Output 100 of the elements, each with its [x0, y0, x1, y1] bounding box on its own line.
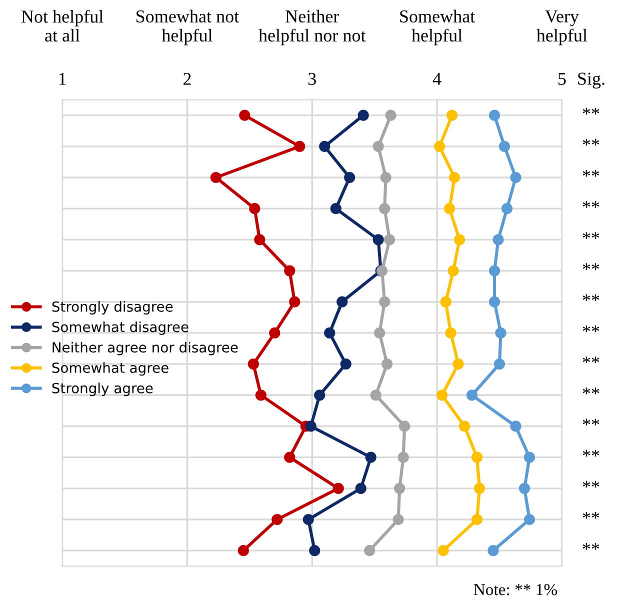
point: [498, 140, 510, 152]
point: [314, 390, 326, 401]
x-tick-label: 3: [308, 72, 316, 85]
point: [309, 545, 320, 556]
point: [494, 358, 506, 370]
point: [372, 140, 384, 152]
point: [332, 482, 344, 494]
point: [524, 452, 536, 463]
point: [524, 514, 536, 526]
text: **: [582, 450, 600, 456]
point: [272, 514, 283, 526]
point: [365, 452, 376, 463]
x-tick-label: 2: [183, 72, 191, 85]
text: **: [582, 138, 600, 146]
text: Note: ** 1%: [474, 584, 558, 596]
point: [340, 358, 352, 370]
point: [294, 140, 306, 152]
legend-label: Somewhat disagree: [52, 321, 188, 335]
point: [380, 172, 392, 184]
point: [466, 390, 478, 401]
point: [448, 172, 460, 184]
point: [372, 234, 384, 246]
text: **: [582, 418, 600, 426]
point: [510, 172, 522, 184]
point: [249, 203, 260, 214]
point: [501, 203, 513, 214]
point: [358, 110, 369, 121]
point: [399, 420, 410, 432]
point: [471, 452, 483, 463]
point: [210, 172, 222, 184]
point: [370, 390, 382, 401]
point: [374, 327, 386, 339]
text: Very helpful: [536, 10, 588, 46]
text: **: [582, 356, 600, 364]
point: [436, 390, 448, 401]
text: **: [582, 232, 600, 239]
point: [488, 265, 500, 276]
point: [384, 234, 396, 246]
text: Somewhat helpful: [400, 10, 476, 46]
point: [364, 545, 376, 556]
point: [452, 358, 464, 370]
point: [355, 482, 366, 494]
point: [344, 172, 356, 184]
point: [385, 110, 396, 121]
point: [438, 545, 449, 556]
point: [488, 110, 500, 121]
point: [284, 452, 296, 463]
point: [289, 296, 300, 308]
point: [446, 110, 458, 121]
text: **: [582, 294, 600, 301]
x-tick-label: 1: [59, 72, 66, 85]
point: [248, 358, 259, 370]
point: [330, 203, 342, 214]
text: Neither helpful nor not: [258, 10, 366, 46]
x-tick-label: 4: [432, 72, 442, 85]
text: **: [582, 201, 600, 208]
point: [445, 327, 456, 339]
point: [492, 234, 504, 246]
text: **: [582, 170, 600, 177]
point: [474, 482, 486, 494]
text: **: [582, 480, 600, 488]
point: [336, 296, 348, 308]
point: [254, 234, 266, 246]
x-tick-label: 5: [558, 72, 566, 85]
point: [305, 420, 316, 432]
text: Sig.: [578, 72, 604, 89]
point: [324, 327, 336, 339]
point: [448, 265, 459, 276]
point: [454, 234, 466, 246]
point: [392, 514, 404, 526]
point: [488, 296, 500, 308]
point: [238, 545, 249, 556]
point: [269, 327, 280, 339]
text: Somewhat not helpful: [136, 10, 240, 46]
point: [510, 420, 522, 432]
point: [255, 390, 266, 401]
legend-label: Strongly agree: [52, 382, 153, 396]
point: [518, 482, 530, 494]
legend-label: Neither agree nor disagree: [52, 342, 238, 356]
point: [302, 514, 314, 526]
legend-label: Somewhat agree: [52, 362, 168, 376]
point: [379, 203, 390, 214]
point: [284, 265, 296, 276]
text: Not helpful at all: [21, 10, 104, 42]
text: **: [582, 108, 600, 114]
point: [239, 110, 250, 121]
point: [495, 327, 506, 339]
point: [440, 296, 452, 308]
text: **: [582, 263, 600, 270]
point: [319, 140, 330, 152]
point: [434, 140, 446, 152]
text: **: [582, 543, 600, 550]
point: [394, 482, 406, 494]
point: [471, 514, 483, 526]
point: [379, 296, 390, 308]
point: [488, 545, 499, 556]
point: [458, 420, 470, 432]
text: **: [582, 388, 600, 394]
point: [382, 358, 393, 370]
text: **: [582, 512, 600, 519]
